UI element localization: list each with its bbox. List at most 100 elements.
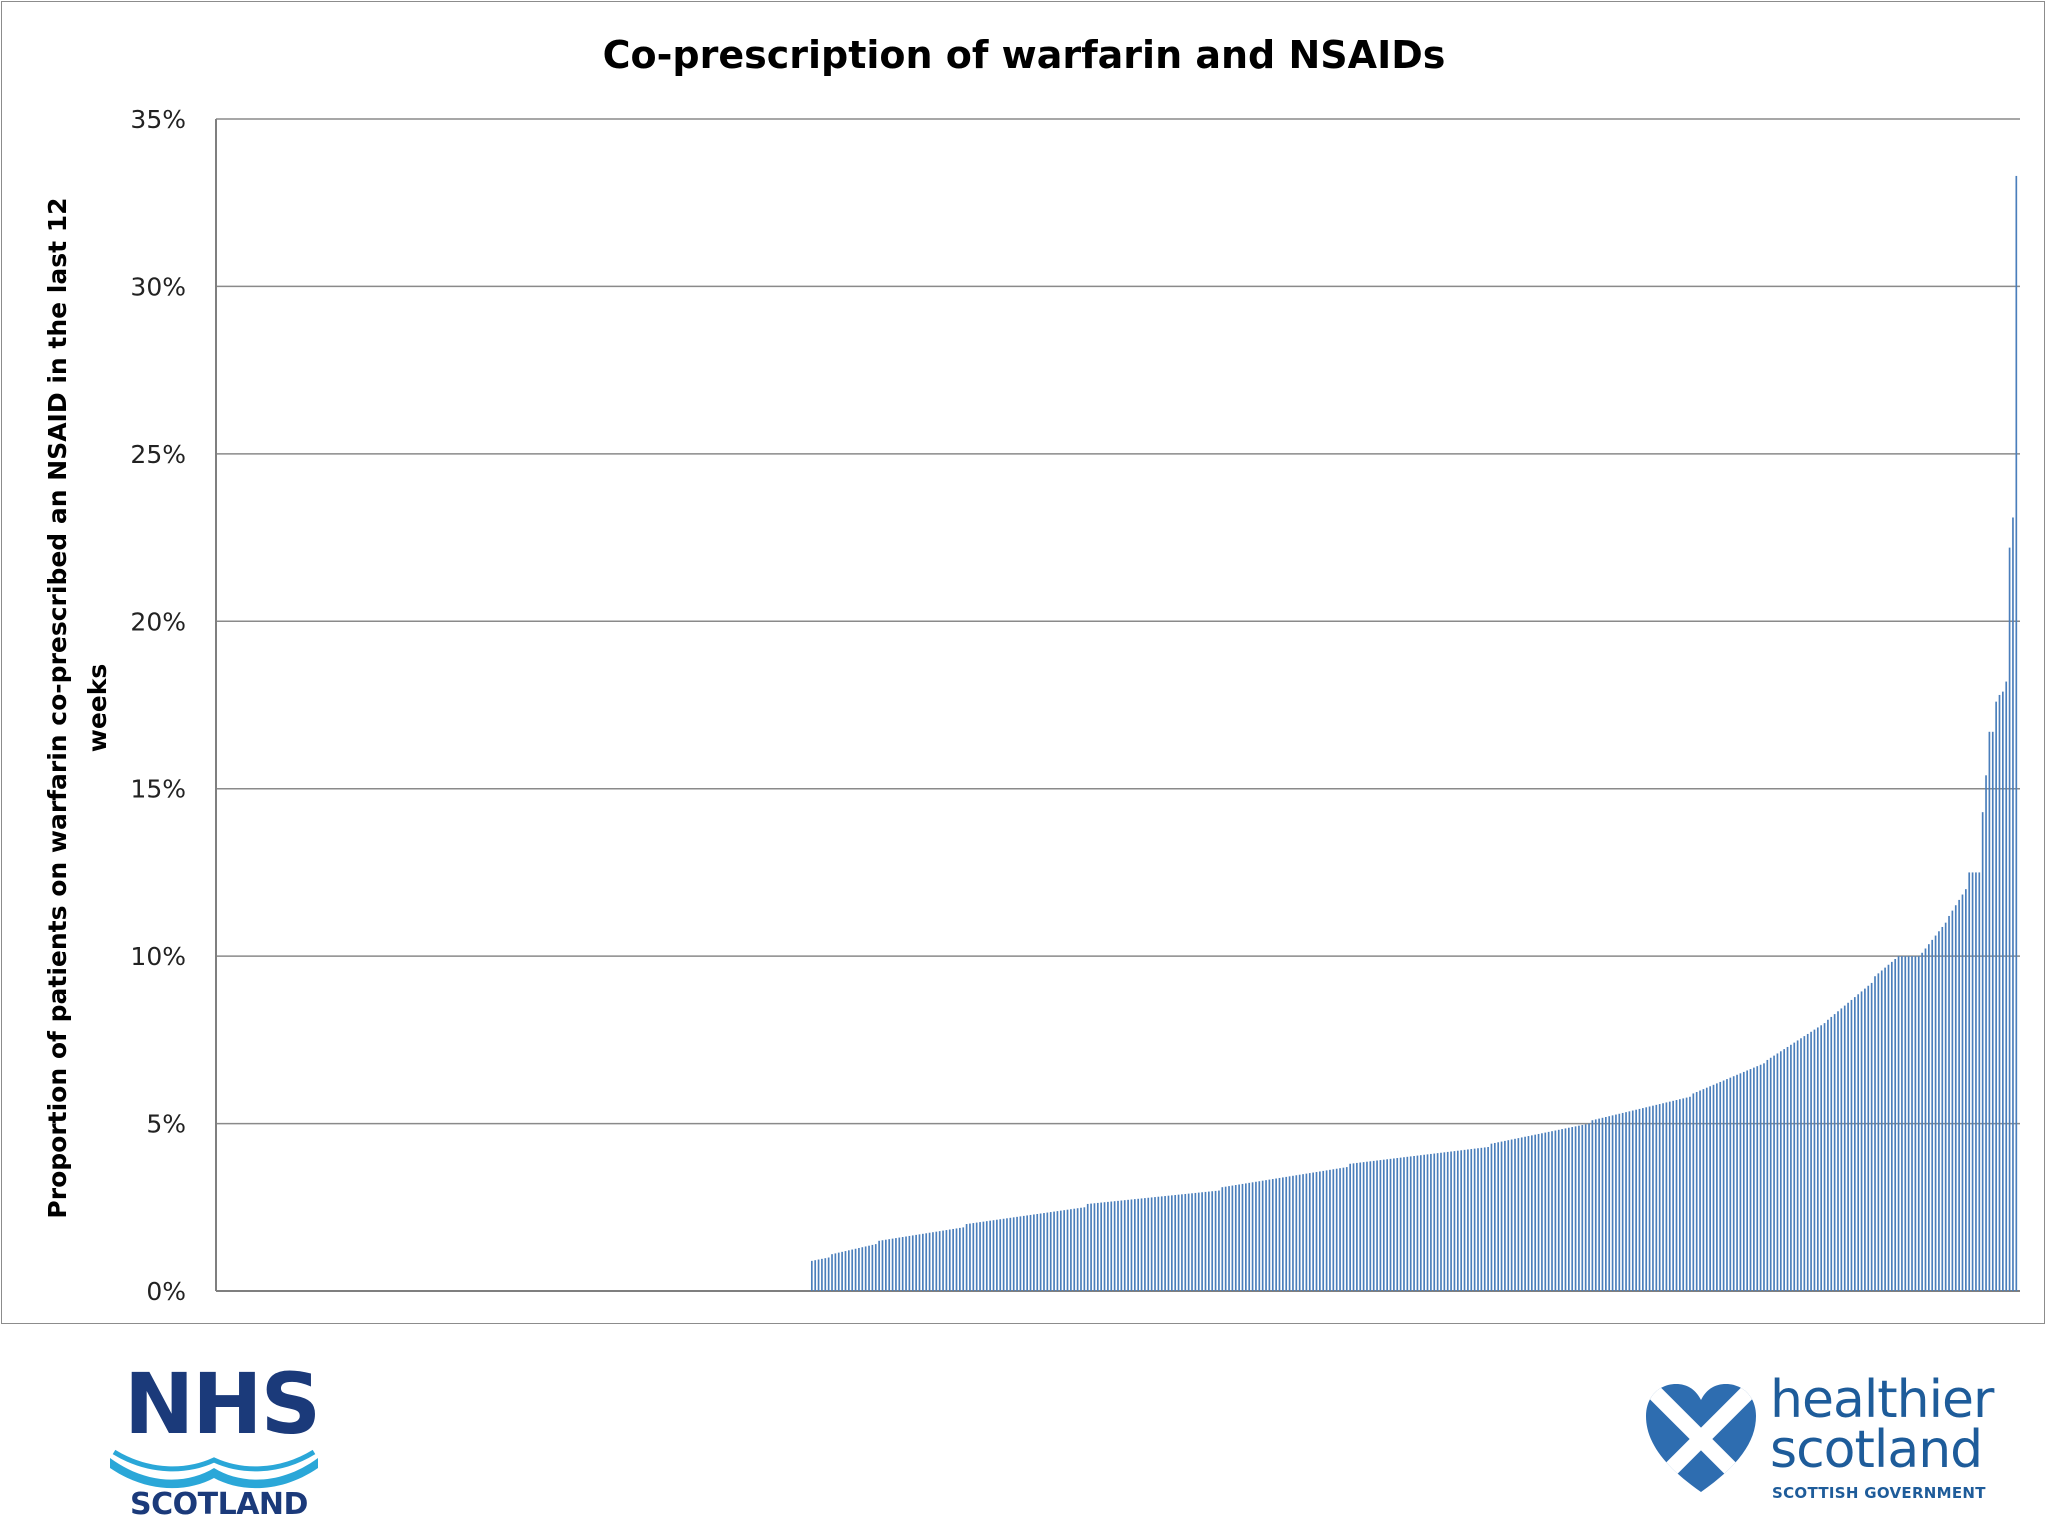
bar (1931, 939, 1934, 1291)
bar (1234, 1185, 1237, 1291)
bar (1985, 775, 1987, 1291)
bar (911, 1235, 914, 1291)
bar (1662, 1103, 1664, 1291)
bar (1864, 988, 1866, 1291)
bar (1312, 1172, 1314, 1291)
bar (1547, 1131, 1550, 1291)
bar (1107, 1201, 1109, 1291)
bar (901, 1237, 904, 1291)
bar (1911, 956, 1913, 1291)
bar (1090, 1203, 1092, 1291)
bar (1275, 1178, 1277, 1291)
bar (1729, 1077, 1732, 1291)
bar (1753, 1067, 1755, 1291)
bar (1029, 1214, 1032, 1291)
bar (1645, 1107, 1648, 1291)
bar (918, 1234, 921, 1291)
bar (1174, 1195, 1177, 1291)
bar (1581, 1124, 1584, 1291)
bar (1917, 956, 1920, 1291)
bar (1012, 1217, 1015, 1291)
bar (992, 1220, 995, 1291)
bar (1268, 1179, 1271, 1291)
bar (1144, 1198, 1146, 1291)
bar (908, 1235, 911, 1291)
bar (1860, 991, 1863, 1291)
bar (1335, 1168, 1338, 1291)
bar (881, 1240, 884, 1291)
bar (955, 1228, 958, 1291)
bar (1120, 1200, 1123, 1291)
bar (1319, 1171, 1321, 1291)
bar (1921, 952, 1923, 1291)
bar (1389, 1158, 1392, 1291)
bar (925, 1233, 928, 1291)
bar (1436, 1153, 1439, 1291)
bar (891, 1238, 894, 1291)
bar (972, 1223, 975, 1291)
bar (1103, 1202, 1106, 1291)
saltire-heart-icon (1646, 1384, 1756, 1492)
bar (1150, 1197, 1153, 1291)
bar (989, 1220, 991, 1291)
bar (1816, 1027, 1819, 1291)
bar (1642, 1108, 1644, 1291)
bar (1433, 1153, 1436, 1291)
bar (1924, 948, 1927, 1291)
bar (1292, 1175, 1294, 1291)
y-tick-label: 35% (130, 105, 186, 134)
bar (1685, 1097, 1688, 1291)
y-axis-tick-labels: 0% 5% 10% 15% 20% 25% 30% 35% (130, 105, 186, 1306)
bar (814, 1260, 817, 1291)
bar (1473, 1148, 1476, 1291)
bar (1133, 1199, 1136, 1291)
bar (996, 1219, 998, 1291)
bar (1191, 1193, 1193, 1291)
bar (1981, 812, 1984, 1291)
bar (1571, 1127, 1574, 1291)
chart-svg: Co-prescription of warfarin and NSAIDs 0… (43, 33, 2020, 1306)
bar (1460, 1150, 1463, 1291)
bar (915, 1234, 917, 1291)
bar (1241, 1183, 1244, 1291)
bar (1618, 1113, 1621, 1291)
bar (1430, 1153, 1432, 1291)
healthier-scotland-logo: healthier scotland SCOTTISH GOVERNMENT (1638, 1372, 2008, 1522)
bar (2012, 517, 2014, 1291)
chart-title: Co-prescription of warfarin and NSAIDs (603, 33, 1446, 77)
bar (1705, 1087, 1708, 1291)
healthier-logo-text: healthier (1770, 1370, 1994, 1430)
bar (1517, 1138, 1520, 1291)
bar (2008, 547, 2011, 1291)
bar (1564, 1128, 1567, 1291)
bar (1776, 1053, 1779, 1291)
bar (1170, 1195, 1173, 1291)
bar (1830, 1016, 1833, 1291)
bar (1520, 1137, 1523, 1291)
bar (1238, 1184, 1240, 1291)
bar (1409, 1156, 1412, 1291)
bar (1773, 1055, 1775, 1291)
y-axis-label-line-1: Proportion of patients on warfarin co-pr… (43, 197, 72, 1218)
bar (1285, 1176, 1288, 1291)
bar (1164, 1196, 1166, 1291)
bar (1769, 1057, 1772, 1291)
bar (1073, 1208, 1076, 1291)
bar (1137, 1198, 1140, 1291)
bar (1655, 1104, 1658, 1291)
bar (1853, 997, 1856, 1291)
bar (1282, 1177, 1284, 1291)
bar (1376, 1160, 1378, 1291)
bar (1463, 1149, 1466, 1291)
bar (1594, 1119, 1597, 1291)
bar (1961, 894, 1964, 1291)
bar (1093, 1203, 1096, 1291)
bar (1204, 1191, 1207, 1291)
bar (854, 1248, 857, 1291)
y-tick-label: 25% (130, 440, 186, 469)
bar (851, 1249, 854, 1291)
bar (1988, 731, 1991, 1291)
bar (959, 1227, 961, 1291)
bar (1537, 1133, 1540, 1291)
bar (1652, 1105, 1654, 1291)
